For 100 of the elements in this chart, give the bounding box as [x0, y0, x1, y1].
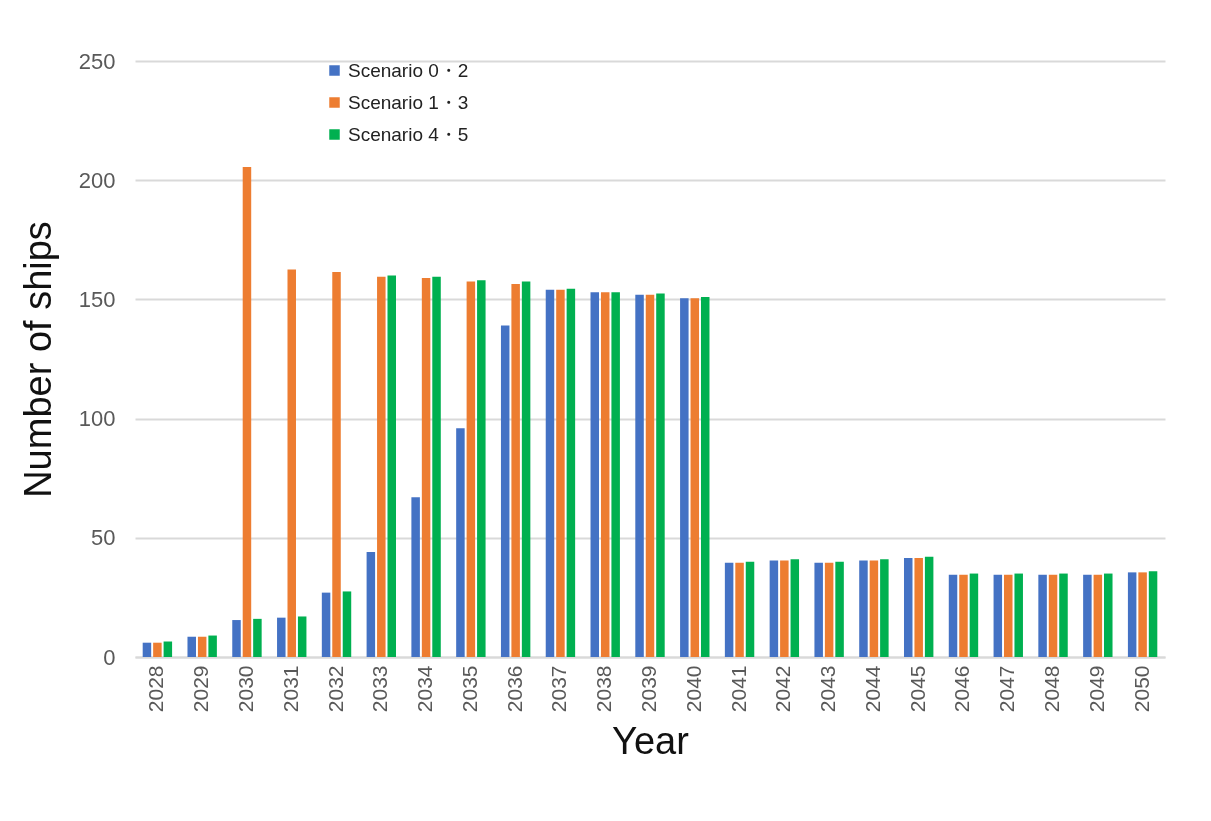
bar: [814, 562, 823, 657]
bar: [566, 288, 576, 657]
y-axis-title: Number of ships: [16, 221, 59, 498]
bar: [1014, 573, 1023, 657]
y-tick-label: 0: [103, 644, 116, 670]
bar: [993, 574, 1003, 657]
bar: [477, 280, 486, 657]
bar: [1059, 573, 1068, 657]
y-tick-label: 50: [91, 525, 116, 551]
bar: [521, 281, 531, 657]
bar: [187, 636, 196, 657]
x-tick-label: 2039: [637, 665, 660, 713]
bar: [700, 297, 710, 657]
x-tick-label: 2047: [995, 665, 1019, 713]
bar: [332, 271, 341, 657]
bar: [969, 573, 979, 657]
bar: [1093, 574, 1103, 657]
bar: [142, 642, 152, 657]
bar: [208, 635, 217, 657]
bar: [411, 497, 420, 657]
bar: [769, 560, 779, 657]
bar: [745, 561, 755, 657]
x-tick-label: 2041: [726, 665, 750, 713]
bar: [511, 283, 520, 657]
bar: [1127, 572, 1137, 657]
bar: [924, 556, 934, 657]
bar: [656, 293, 665, 657]
x-tick-label: 2046: [950, 665, 974, 713]
bar: [611, 292, 620, 657]
bar: [635, 294, 644, 657]
x-tick-label: 2042: [771, 665, 795, 713]
x-tick-label: 2034: [413, 665, 437, 713]
x-tick-label: 2048: [1040, 665, 1064, 713]
bar: [1104, 573, 1113, 657]
bar: [253, 618, 262, 657]
bar: [600, 292, 610, 657]
legend-label: Scenario 1・3: [348, 91, 469, 113]
x-tick-label: 2032: [323, 665, 347, 713]
legend-label: Scenario 4・5: [348, 123, 469, 145]
y-tick-label: 150: [78, 286, 116, 312]
bar: [387, 275, 396, 657]
bar: [869, 560, 879, 657]
bar: [297, 616, 307, 657]
bar: [590, 292, 600, 657]
x-tick-label: 2037: [547, 665, 571, 713]
x-tick-label: 2044: [860, 665, 884, 713]
x-tick-label: 2033: [368, 665, 392, 713]
bar: [680, 298, 689, 657]
bar: [421, 277, 431, 657]
bar: [432, 276, 441, 657]
y-tick-label: 250: [78, 48, 116, 74]
bar: [321, 592, 331, 657]
bar: [1138, 572, 1147, 657]
x-tick-label: 2035: [457, 665, 481, 713]
bar: [1148, 571, 1158, 657]
bar: [1048, 574, 1058, 657]
legend-label: Scenario 0・2: [348, 59, 469, 81]
bar: [735, 562, 744, 657]
bar: [1004, 574, 1013, 657]
bar: [197, 636, 207, 657]
bar: [153, 642, 162, 657]
bar: [690, 298, 700, 657]
bar: [835, 561, 844, 657]
x-axis-title: Year: [612, 720, 690, 763]
bar: [377, 276, 386, 657]
bar: [724, 562, 734, 657]
x-tick-label: 2028: [144, 665, 168, 713]
bar: [790, 559, 800, 657]
x-tick-label: 2031: [278, 665, 302, 713]
bar: [232, 620, 241, 657]
bar: [904, 558, 913, 657]
bar: [880, 559, 889, 657]
x-tick-label: 2036: [502, 665, 526, 713]
bar: [545, 289, 555, 657]
bar: [500, 325, 510, 657]
bar: [366, 552, 376, 657]
bar: [456, 428, 465, 657]
bar: [342, 591, 352, 657]
bar: [914, 558, 923, 657]
bar: [824, 562, 834, 657]
bar: [242, 167, 252, 657]
bar: [645, 294, 655, 657]
y-tick-label: 100: [78, 406, 116, 432]
bar: [466, 281, 476, 657]
x-tick-label: 2049: [1084, 665, 1108, 713]
bar: [948, 574, 958, 657]
x-tick-label: 2040: [681, 665, 705, 713]
x-tick-label: 2045: [905, 665, 929, 713]
bar: [959, 574, 968, 657]
bar: [780, 560, 789, 657]
y-tick-label: 200: [78, 167, 116, 193]
x-tick-label: 2029: [189, 665, 213, 713]
bar: [287, 269, 296, 657]
x-tick-label: 2030: [233, 665, 257, 713]
x-tick-label: 2038: [592, 665, 616, 713]
bar: [556, 289, 565, 657]
bar: [163, 641, 173, 657]
x-tick-label: 2043: [816, 665, 840, 713]
bar: [1038, 574, 1047, 657]
bar: [1083, 574, 1092, 657]
